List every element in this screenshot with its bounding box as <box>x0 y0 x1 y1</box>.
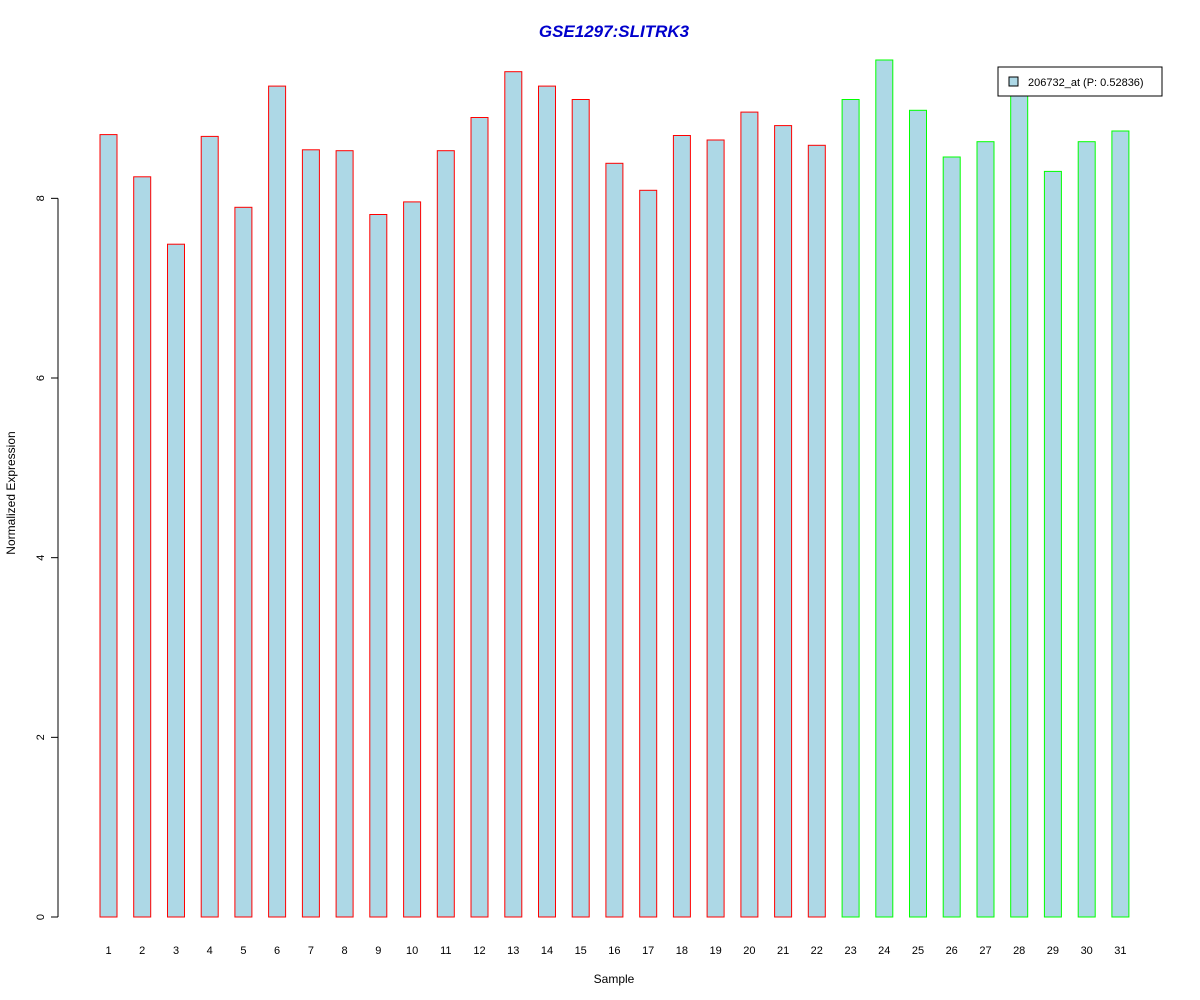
x-tick-label: 31 <box>1114 945 1126 957</box>
x-tick-label: 27 <box>979 945 991 957</box>
bar-sample-4 <box>200 135 219 918</box>
x-axis-label: Sample <box>594 972 635 986</box>
x-tick-label: 13 <box>507 945 519 957</box>
x-tick-label: 25 <box>912 945 924 957</box>
legend-label: 206732_at (P: 0.52836) <box>1028 77 1144 89</box>
legend: 206732_at (P: 0.52836) <box>997 66 1163 97</box>
legend-swatch <box>1008 76 1019 87</box>
bar-sample-15 <box>571 99 590 918</box>
x-tick-label: 29 <box>1047 945 1059 957</box>
y-tick-label: 8 <box>35 195 47 201</box>
bar-sample-13 <box>504 71 523 918</box>
bar-sample-5 <box>234 206 253 918</box>
x-tick-label: 4 <box>207 945 213 957</box>
bar-sample-31 <box>1111 130 1130 918</box>
x-tick-label: 18 <box>676 945 688 957</box>
x-tick-label: 21 <box>777 945 789 957</box>
bar-sample-23 <box>841 99 860 918</box>
x-tick-label: 7 <box>308 945 314 957</box>
bar-sample-3 <box>167 243 185 918</box>
x-tick-label: 5 <box>240 945 246 957</box>
bar-sample-10 <box>403 201 422 918</box>
y-tick-label: 6 <box>35 375 47 381</box>
x-tick-label: 12 <box>473 945 485 957</box>
bar-sample-1 <box>99 134 118 918</box>
bar-sample-7 <box>301 149 320 918</box>
x-tick-label: 26 <box>946 945 958 957</box>
bar-sample-6 <box>268 85 287 918</box>
x-tick-label: 2 <box>139 945 145 957</box>
x-tick-label: 20 <box>743 945 755 957</box>
x-tick-label: 30 <box>1081 945 1093 957</box>
x-tick-label: 3 <box>173 945 179 957</box>
x-tick-label: 24 <box>878 945 890 957</box>
x-tick-label: 28 <box>1013 945 1025 957</box>
x-tick-label: 1 <box>105 945 111 957</box>
bar-sample-28 <box>1010 90 1029 918</box>
bars <box>99 59 1130 918</box>
y-axis: 0 2 4 6 8 <box>35 195 59 920</box>
x-tick-label: 14 <box>541 945 553 957</box>
bar-sample-29 <box>1043 170 1062 918</box>
bar-sample-25 <box>909 109 927 918</box>
x-tick-label: 17 <box>642 945 654 957</box>
x-tick-label: 23 <box>844 945 856 957</box>
bar-sample-19 <box>706 139 725 918</box>
bar-sample-14 <box>538 85 556 918</box>
x-tick-label: 10 <box>406 945 418 957</box>
x-tick-label: 16 <box>608 945 620 957</box>
x-tick-label: 22 <box>811 945 823 957</box>
bar-sample-22 <box>807 144 826 918</box>
bar-sample-30 <box>1077 141 1096 918</box>
x-tick-label: 11 <box>440 945 451 957</box>
bar-sample-18 <box>672 135 691 918</box>
bar-sample-21 <box>774 125 793 918</box>
x-tick-label: 15 <box>575 945 587 957</box>
x-tick-label: 9 <box>375 945 381 957</box>
bar-sample-9 <box>369 214 388 918</box>
bar-sample-24 <box>875 59 894 918</box>
bar-sample-11 <box>436 150 455 918</box>
legend-box <box>997 66 1163 97</box>
bar-sample-8 <box>335 150 354 918</box>
chart-title: GSE1297:SLITRK3 <box>539 22 690 41</box>
bar-sample-2 <box>133 176 152 918</box>
bar-sample-16 <box>605 162 624 918</box>
x-tick-label: 8 <box>342 945 348 957</box>
bar-sample-27 <box>976 141 995 918</box>
x-axis-tick-labels: 1 2 3 4 5 6 7 8 9 10 11 12 13 14 15 16 17 18 19 20 21 22 23 24 2… <box>105 945 1126 957</box>
x-tick-label: 6 <box>274 945 280 957</box>
bar-sample-26 <box>942 156 961 918</box>
y-axis-label: Normalized Expression <box>4 431 18 554</box>
bar-sample-20 <box>740 111 759 918</box>
y-tick-label: 0 <box>35 914 47 920</box>
x-tick-label: 19 <box>709 945 721 957</box>
bar-sample-17 <box>639 189 658 918</box>
bar-sample-12 <box>470 117 489 918</box>
y-tick-label: 4 <box>35 555 47 561</box>
y-tick-label: 2 <box>35 734 47 740</box>
